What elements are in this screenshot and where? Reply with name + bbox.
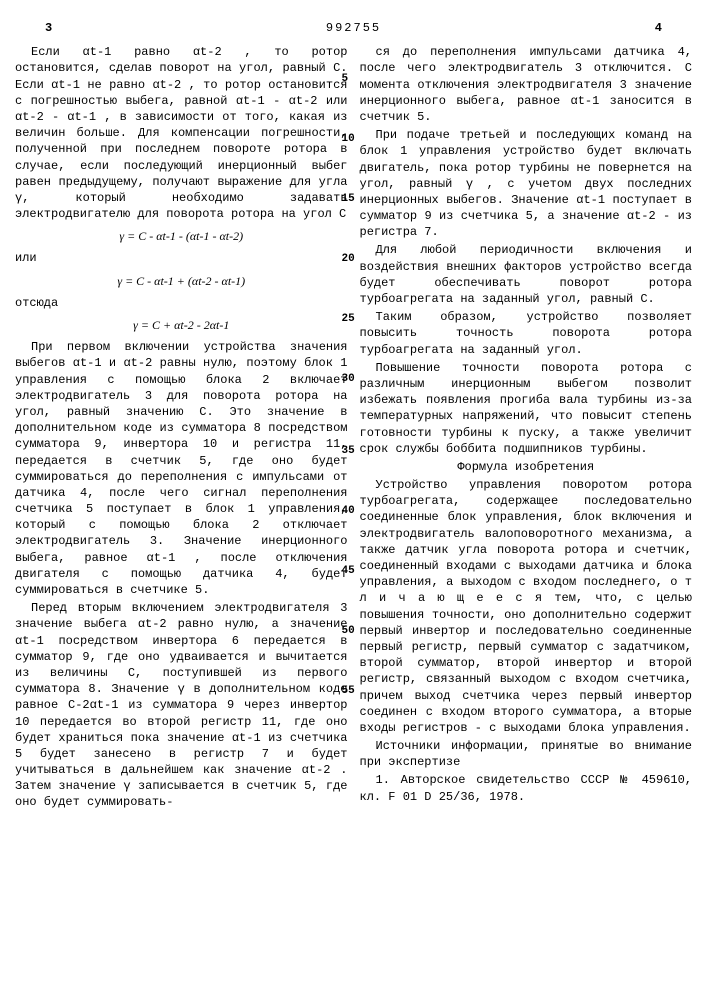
paragraph: 1. Авторское свидетельство СССР № 459610… bbox=[360, 772, 693, 804]
line-number: 50 bbox=[342, 624, 355, 639]
text-hence: отсюда bbox=[15, 295, 348, 311]
paragraph: При первом включении устройства значения… bbox=[15, 339, 348, 598]
paragraph: Если αt-1 равно αt-2 , то ротор останови… bbox=[15, 44, 348, 222]
formula: γ = C - αt-1 + (αt-2 - αt-1) bbox=[15, 273, 348, 289]
line-number: 25 bbox=[342, 312, 355, 327]
paragraph: При подаче третьей и последующих команд … bbox=[360, 127, 693, 240]
line-number: 20 bbox=[342, 252, 355, 267]
text-columns: Если αt-1 равно αt-2 , то ротор останови… bbox=[15, 44, 692, 812]
formula: γ = C - αt-1 - (αt-1 - αt-2) bbox=[15, 228, 348, 244]
paragraph: ся до переполнения импульсами датчика 4,… bbox=[360, 44, 693, 125]
paragraph: Повышение точности поворота ротора с раз… bbox=[360, 360, 693, 457]
line-number: 35 bbox=[342, 444, 355, 459]
column-left: Если αt-1 равно αt-2 , то ротор останови… bbox=[15, 44, 348, 812]
page-number-right: 4 bbox=[655, 20, 662, 36]
text-or: или bbox=[15, 250, 348, 266]
line-number: 15 bbox=[342, 192, 355, 207]
page-header: 3 992755 4 bbox=[15, 20, 692, 36]
page-number-left: 3 bbox=[45, 20, 52, 36]
paragraph: Источники информации, принятые во вниман… bbox=[360, 738, 693, 770]
line-number: 45 bbox=[342, 564, 355, 579]
paragraph: Перед вторым включением электродвигателя… bbox=[15, 600, 348, 810]
line-number: 30 bbox=[342, 372, 355, 387]
line-number: 5 bbox=[342, 72, 349, 87]
formula: γ = C + αt-2 - 2αt-1 bbox=[15, 317, 348, 333]
paragraph: Устройство управления поворотом ротора т… bbox=[360, 477, 693, 736]
line-number: 10 bbox=[342, 132, 355, 147]
column-right: 5 10 15 20 25 30 35 40 45 50 55 ся до пе… bbox=[360, 44, 693, 812]
claims-title: Формула изобретения bbox=[360, 459, 693, 475]
paragraph: Таким образом, устройство позволяет повы… bbox=[360, 309, 693, 358]
paragraph: Для любой периодичности включения и возд… bbox=[360, 242, 693, 307]
line-number: 55 bbox=[342, 684, 355, 699]
patent-number: 992755 bbox=[326, 20, 381, 36]
line-number: 40 bbox=[342, 504, 355, 519]
